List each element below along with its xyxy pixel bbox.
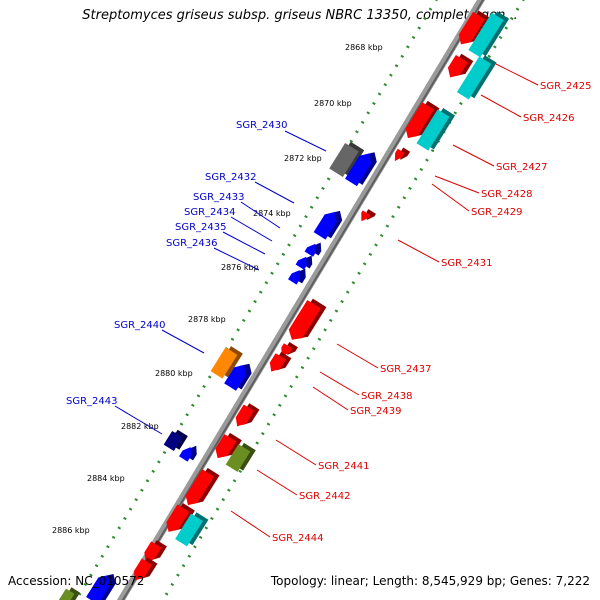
leader-line [254,181,295,204]
gene-label-reverse: SGR_2439 [350,406,402,417]
gene-block [313,210,343,240]
leader-line [480,94,522,118]
gene-block [225,442,256,472]
gene-block [175,512,209,547]
leader-line [114,405,163,435]
leader-line [161,329,205,354]
scale-label: 2884 kbp [87,474,125,483]
leader-line [452,144,495,167]
topology-text: Topology: linear; Length: 8,545,929 bp; … [270,574,590,588]
gene-label-forward: SGR_2430 [236,120,288,131]
scale-label: 2874 kbp [253,209,291,218]
gene-block [166,503,195,532]
leader-line [230,510,271,538]
scale-label: 2870 kbp [314,99,352,108]
gene-block [133,557,158,581]
scale-label: 2872 kbp [284,154,322,163]
gene-block [345,152,377,187]
leader-line [336,343,379,369]
gene-block [179,445,197,462]
gene-block [215,432,242,459]
gene-block [224,363,252,391]
leader-line [397,239,440,263]
gene-label-reverse: SGR_2428 [481,189,533,200]
gene-block [185,467,220,506]
leader-line [222,231,266,255]
gene-label-reverse: SGR_2431 [441,258,493,269]
gene-block [468,11,510,58]
chromosome-backbone-shade [121,0,485,600]
gene-label-forward: SGR_2440 [114,320,166,331]
gene-block [295,255,313,270]
gene-block [447,53,474,78]
gene-label-forward: SGR_2433 [193,192,245,203]
gene-label-reverse: SGR_2425 [540,81,592,92]
gene-block [304,242,322,257]
gene-block [57,587,80,600]
chromosome-backbone [116,0,486,600]
scale-label: 2886 kbp [52,526,90,535]
gene-block [329,141,365,177]
scale-label: 2878 kbp [188,315,226,324]
leader-line [431,183,470,212]
gene-block [288,298,327,340]
gene-block [144,540,167,562]
gene-label-forward: SGR_2443 [66,396,118,407]
gene-label-forward: SGR_2436 [166,238,218,249]
leader-line [213,247,260,271]
leader-line [495,63,539,86]
gene-label-forward: SGR_2435 [175,222,227,233]
scale-label: 2876 kbp [221,263,259,272]
gene-label-reverse: SGR_2444 [272,533,324,544]
leader-line [256,469,298,496]
gene-block [458,10,491,45]
leader-line [434,175,480,194]
leader-line [312,386,349,411]
accession-text: Accession: NC_010572 [8,574,145,588]
scale-label: 2880 kbp [155,369,193,378]
leader-line [230,216,273,242]
gene-block [405,100,440,139]
map-title: Streptomyces griseus subsp. griseus NBRC… [82,8,518,23]
gene-label-forward: SGR_2432 [205,172,257,183]
scale-label: 2882 kbp [121,422,159,431]
leader-line [284,130,327,152]
scale-label: 2868 kbp [345,43,383,52]
gene-block [281,341,298,357]
gene-label-reverse: SGR_2441 [318,461,370,472]
gene-block [288,268,306,285]
gene-block [86,574,116,600]
leader-line [319,371,360,396]
gene-block [456,55,497,100]
gene-block [163,429,188,451]
inner-tick-ring [74,0,438,600]
gene-block [394,147,411,162]
gene-block [416,108,456,151]
gene-block [235,403,260,427]
gene-label-reverse: SGR_2426 [523,113,575,124]
gene-label-forward: SGR_2434 [184,207,236,218]
leader-line [240,201,281,229]
gene-label-reverse: SGR_2429 [471,207,523,218]
gene-label-reverse: SGR_2442 [299,491,351,502]
gene-label-reverse: SGR_2427 [496,162,548,173]
gene-label-reverse: SGR_2437 [380,364,432,375]
gene-label-reverse: SGR_2438 [361,391,413,402]
gene-block [361,209,376,222]
gene-block [269,351,292,372]
leader-line [275,439,317,466]
gene-block [210,346,243,379]
